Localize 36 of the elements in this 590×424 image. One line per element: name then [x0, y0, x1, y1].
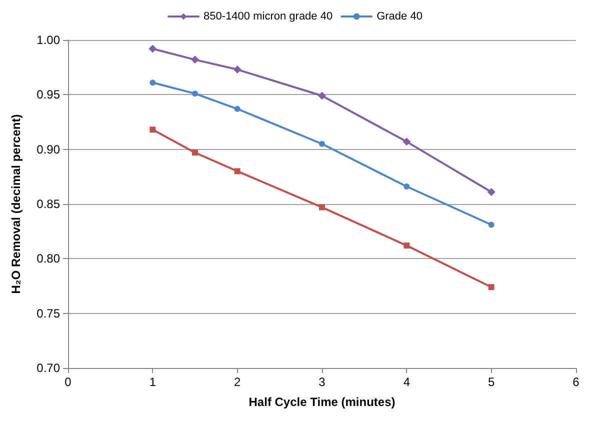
- legend-label: 850-1400 micron grade 40: [204, 10, 333, 22]
- y-tick-label: 0.80: [36, 252, 60, 266]
- point: [488, 222, 494, 228]
- point: [234, 168, 240, 174]
- point: [319, 204, 325, 210]
- x-tick-label: 0: [64, 375, 72, 389]
- x-tick-label: 6: [572, 375, 580, 389]
- point: [404, 242, 410, 249]
- point: [318, 92, 326, 100]
- point: [192, 150, 198, 156]
- x-tick-label: 1: [149, 375, 156, 389]
- y-axis-title: H₂O Removal (decimal percent): [9, 114, 23, 294]
- point: [148, 44, 157, 53]
- y-tick-label: 0.90: [36, 142, 60, 156]
- x-tick-label: 4: [403, 375, 410, 389]
- point: [404, 184, 410, 190]
- y-tick-label: 0.85: [36, 197, 60, 211]
- point: [234, 106, 240, 112]
- point: [191, 56, 199, 64]
- y-tick-label: 0.70: [36, 361, 60, 375]
- y-tick-label: 1.00: [36, 33, 60, 47]
- point: [233, 66, 242, 74]
- x-tick-label: 2: [234, 375, 241, 389]
- x-tick-label: 3: [318, 375, 326, 389]
- x-axis-title: Half Cycle Time (minutes): [248, 395, 396, 409]
- point: [319, 140, 325, 147]
- x-tick-label: 5: [488, 375, 495, 389]
- legend-label: Grade 40: [376, 10, 422, 22]
- point: [192, 90, 198, 97]
- point: [150, 80, 156, 86]
- point: [402, 138, 411, 146]
- point: [150, 126, 156, 133]
- y-tick-label: 0.95: [36, 88, 60, 102]
- y-tick-label: 0.75: [36, 306, 60, 320]
- point: [488, 284, 494, 290]
- point: [487, 188, 496, 196]
